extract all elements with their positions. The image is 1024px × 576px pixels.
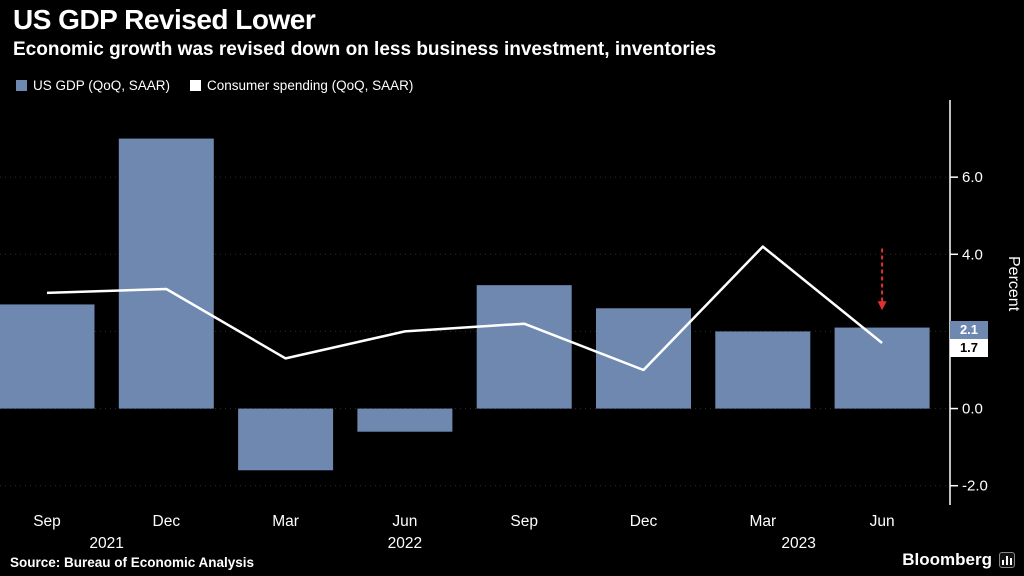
x-tick-label: Jun — [870, 513, 895, 530]
icon-bar — [1002, 560, 1004, 565]
x-tick-label: Jun — [392, 513, 417, 530]
x-tick-label: Mar — [272, 513, 299, 530]
legend-swatch-consumer-spending — [190, 80, 202, 91]
y-tick-label: 4.0 — [962, 246, 983, 263]
chart-subtitle: Economic growth was revised down on less… — [13, 39, 717, 60]
y-axis-title: Percent — [1005, 256, 1022, 312]
x-tick-label: Sep — [33, 513, 61, 530]
bloomberg-chart-icon — [999, 552, 1015, 568]
y-tick-label: 0.0 — [962, 401, 983, 418]
bloomberg-wordmark: Bloomberg — [902, 550, 992, 569]
legend-swatch-us-gdp — [16, 80, 27, 91]
x-tick-label: Sep — [510, 513, 538, 530]
icon-bar — [1006, 556, 1008, 565]
bar-us-gdp — [118, 138, 214, 409]
revision-arrow-head — [877, 301, 887, 311]
bar-us-gdp — [834, 327, 930, 409]
gdp-value-callout: 2.1 — [950, 321, 988, 339]
legend-label-us-gdp: US GDP (QoQ, SAAR) — [33, 78, 171, 93]
bar-us-gdp — [357, 408, 453, 432]
bar-us-gdp — [476, 285, 572, 409]
x-tick-label: Dec — [630, 513, 658, 530]
consumer-value-callout: 1.7 — [950, 339, 988, 357]
x-tick-label: Dec — [153, 513, 181, 530]
chart-plot-area: 6.0 4.0 0.0 -2.0 Sep Dec Mar Jun Sep Dec Mar Jun 202… — [0, 100, 988, 552]
x-year-label: 2022 — [388, 535, 422, 552]
bar-us-gdp — [715, 331, 811, 409]
bar-us-gdp — [0, 304, 95, 409]
x-tick-label: Mar — [749, 513, 776, 530]
legend-item-consumer-spending: Consumer spending (QoQ, SAAR) — [190, 78, 413, 93]
line-consumer-spending — [46, 245, 883, 372]
bar-us-gdp — [238, 408, 334, 471]
chart-legend: US GDP (QoQ, SAAR) Consumer spending (Qo… — [16, 78, 413, 93]
y-tick-label: -2.0 — [962, 478, 988, 495]
x-year-label: 2023 — [781, 535, 815, 552]
legend-item-us-gdp: US GDP (QoQ, SAAR) — [16, 78, 170, 93]
x-year-label: 2021 — [89, 535, 123, 552]
icon-bar — [1010, 558, 1012, 565]
legend-label-consumer-spending: Consumer spending (QoQ, SAAR) — [207, 78, 414, 93]
y-tick-label: 6.0 — [962, 169, 983, 186]
source-attribution: Source: Bureau of Economic Analysis — [10, 555, 255, 570]
chart-title: US GDP Revised Lower — [13, 4, 316, 35]
